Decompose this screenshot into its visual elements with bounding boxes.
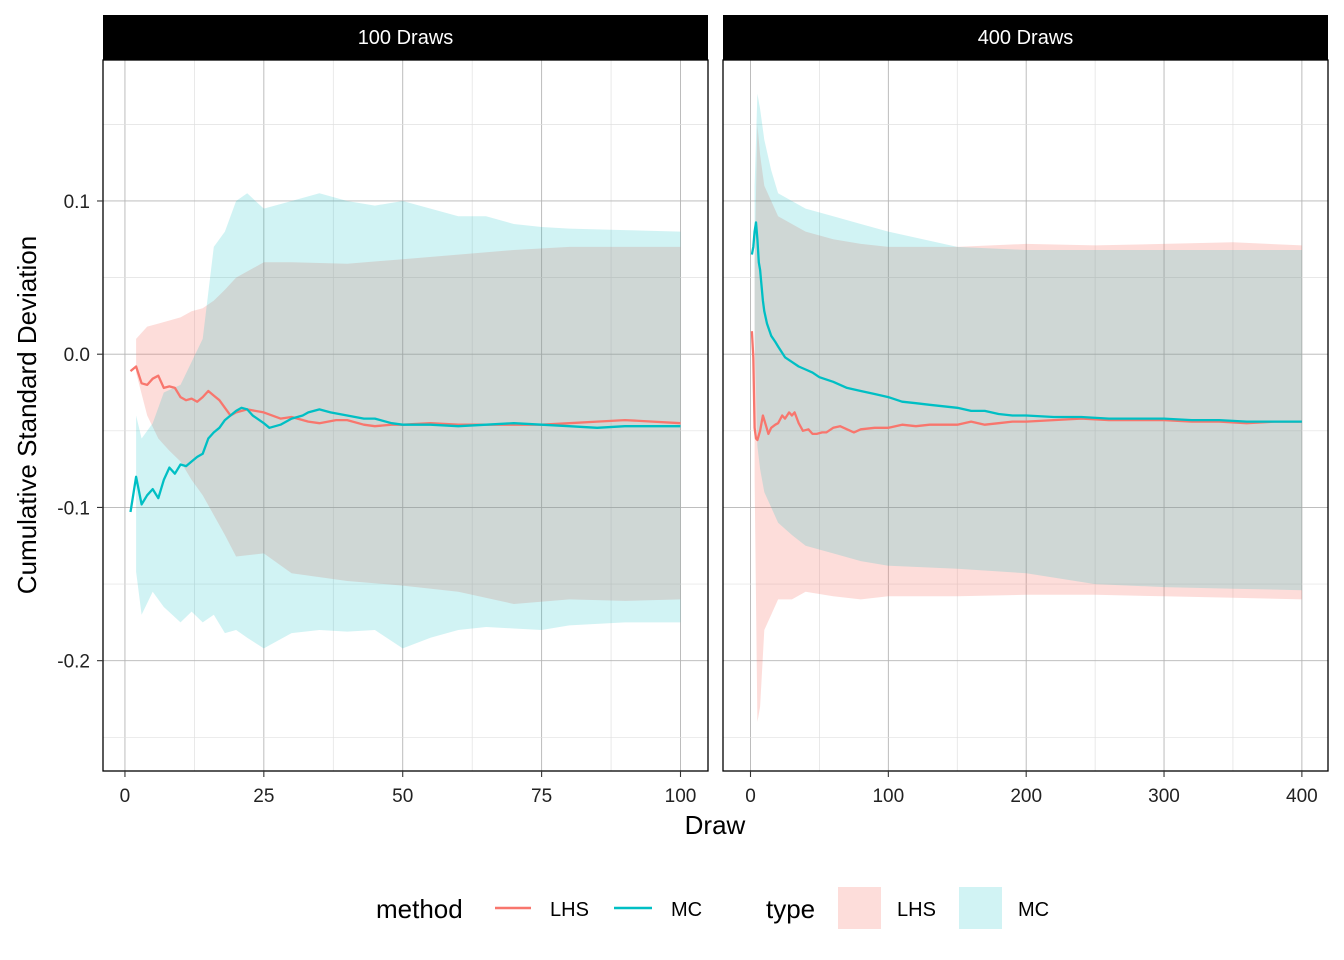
panel-100-border (102, 59, 709, 772)
x-tick-label: 200 (1010, 786, 1042, 807)
panel-400-plot (750, 93, 1302, 722)
legend: method LHS MC type LHS MC (376, 887, 1049, 929)
band-lhs (754, 124, 1302, 722)
y-tick-label: -0.2 (57, 652, 90, 673)
x-tick-label: 100 (665, 786, 697, 807)
y-axis-ticks: -0.2 -0.1 0.0 0.1 (57, 192, 103, 673)
x-axis-title: Draw (685, 810, 746, 840)
legend-type-title: type (766, 894, 815, 924)
legend-type-lhs-key (838, 887, 881, 929)
panel-100-draws: 100 Draws 0 25 50 75 100 (102, 15, 709, 807)
panel-100-x-ticks: 0 25 50 75 100 (120, 771, 697, 807)
panel-100-grid (103, 60, 708, 771)
panel-400-draws: 400 Draws 0 100 200 300 400 (722, 15, 1329, 807)
strip-label-100-draws: 100 Draws (358, 27, 454, 49)
x-tick-label: 0 (745, 786, 756, 807)
panel-100-plot (129, 193, 681, 649)
y-tick-label: 0.1 (64, 192, 90, 213)
x-tick-label: 400 (1286, 786, 1318, 807)
legend-method-title: method (376, 894, 463, 924)
legend-type-lhs-label: LHS (897, 899, 936, 921)
x-tick-label: 50 (392, 786, 413, 807)
line-mc (750, 221, 1302, 423)
y-tick-label: -0.1 (57, 498, 90, 519)
y-axis-title: Cumulative Standard Deviation (12, 236, 42, 594)
x-tick-label: 25 (253, 786, 274, 807)
panel-400-grid (723, 60, 1328, 771)
legend-method-lhs-label: LHS (550, 899, 589, 921)
strip-400-draws (723, 15, 1328, 60)
legend-type-mc-label: MC (1018, 899, 1049, 921)
x-tick-label: 300 (1148, 786, 1180, 807)
y-tick-label: 0.0 (64, 345, 90, 366)
strip-100-draws (103, 15, 708, 60)
legend-type-mc-key (959, 887, 1002, 929)
band-mc (136, 193, 681, 649)
panel-400-x-ticks: 0 100 200 300 400 (745, 771, 1318, 807)
x-tick-label: 100 (872, 786, 904, 807)
line-lhs (750, 331, 1302, 442)
band-mc (754, 93, 1302, 591)
line-mc (129, 406, 681, 513)
x-tick-label: 0 (120, 786, 131, 807)
strip-label-400-draws: 400 Draws (978, 27, 1074, 49)
x-tick-label: 75 (531, 786, 552, 807)
panel-400-border (722, 59, 1329, 772)
legend-method-mc-label: MC (671, 899, 702, 921)
